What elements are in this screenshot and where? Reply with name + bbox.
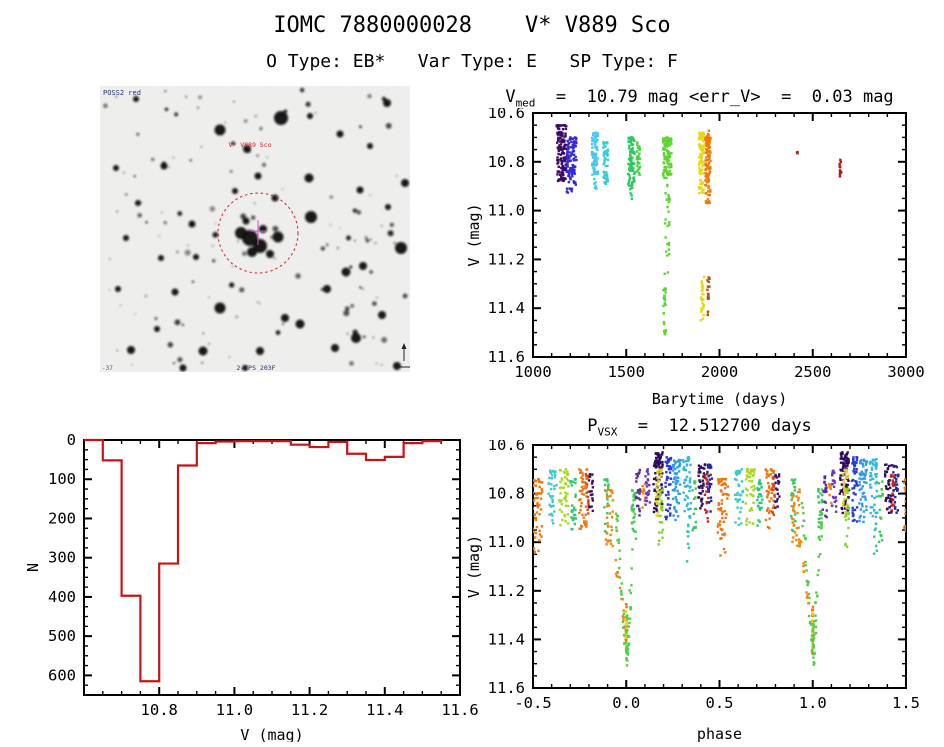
histogram-step-outline [84, 438, 443, 683]
axes: 10.8 11.0 11.2 11.4 11.6 0 100 200 300 400 500 600 V… [24, 431, 479, 742]
compass-icon [395, 343, 410, 368]
lightcurve-title-subscript: med [515, 96, 536, 110]
svg-text:11.6: 11.6 [441, 701, 478, 719]
svg-text:10.6: 10.6 [488, 440, 525, 454]
svg-text:0: 0 [67, 431, 76, 449]
svg-text:11.4: 11.4 [488, 630, 525, 648]
svg-text:11.4: 11.4 [366, 701, 403, 719]
svg-text:0.0: 0.0 [612, 694, 640, 712]
svg-text:2500: 2500 [794, 363, 831, 381]
svg-text:10.8: 10.8 [488, 485, 525, 503]
data-points-layer [533, 451, 906, 667]
coordinate-caption: -37 [102, 365, 113, 372]
axes: 1000 1500 2000 2500 3000 10.6 10.8 11.0 11.2 11.4… [465, 108, 925, 408]
svg-text:-0.5: -0.5 [514, 694, 551, 712]
svg-text:2000: 2000 [701, 363, 738, 381]
svg-text:300: 300 [48, 549, 76, 567]
svg-text:1.0: 1.0 [799, 694, 827, 712]
svg-text:10.8: 10.8 [488, 153, 525, 171]
svg-text:1000: 1000 [514, 363, 551, 381]
phase-folded-plot: -0.5 0.0 0.5 1.0 1.5 10.6 10.8 11.0 11.2 11.4 11.6… [465, 440, 920, 743]
svg-text:11.0: 11.0 [488, 202, 525, 220]
axes: -0.5 0.0 0.5 1.0 1.5 10.6 10.8 11.0 11.2 11.4 11.6… [465, 440, 920, 743]
svg-text:1500: 1500 [608, 363, 645, 381]
photometric-aperture-circle [217, 192, 299, 274]
lightcurve-plot: 1000 1500 2000 2500 3000 10.6 10.8 11.0 11.2 11.4… [465, 108, 925, 408]
phase-title-text: = 12.512700 days [617, 416, 812, 436]
x-axis-label: phase [697, 725, 742, 743]
phase-title-symbol: P [587, 416, 598, 436]
page-subtitle: O Type: EB* Var Type: E SP Type: F [266, 51, 678, 72]
svg-text:11.4: 11.4 [488, 299, 525, 317]
svg-text:3000: 3000 [887, 363, 924, 381]
lightcurve-title-symbol: V [505, 87, 516, 107]
magnitude-histogram-plot: 10.8 11.0 11.2 11.4 11.6 0 100 200 300 400 500 600 V… [24, 431, 479, 742]
svg-text:11.0: 11.0 [216, 701, 253, 719]
svg-text:200: 200 [48, 509, 76, 527]
stars-layer [103, 87, 409, 372]
svg-text:500: 500 [48, 627, 76, 645]
y-axis-label: N [24, 563, 42, 572]
y-axis-label: V (mag) [465, 203, 483, 266]
survey-caption: POSS2 red [103, 89, 141, 97]
lightcurve-title: Vmed = 10.79 mag <err_V> = 0.03 mag [455, 87, 944, 109]
sky-noise [100, 86, 410, 372]
data-points-layer [555, 124, 843, 336]
svg-text:11.0: 11.0 [488, 533, 525, 551]
page-title: IOMC 7880000028 V* V889 Sco [273, 13, 671, 38]
x-axis-label: V (mag) [240, 726, 303, 742]
svg-text:600: 600 [48, 666, 76, 684]
x-axis-label: Barytime (days) [652, 390, 787, 408]
plate-caption: 2-IPS 203F [236, 364, 275, 372]
svg-text:1.5: 1.5 [892, 694, 920, 712]
finding-chart-image: POSS2 red V* V889 Sco 2-IPS 203F -37 [100, 86, 410, 372]
svg-text:400: 400 [48, 588, 76, 606]
svg-text:100: 100 [48, 470, 76, 488]
phase-plot-title: PVSX = 12.512700 days [455, 416, 944, 438]
y-axis-label: V (mag) [465, 535, 483, 598]
svg-text:11.6: 11.6 [488, 348, 525, 366]
svg-text:11.2: 11.2 [488, 250, 525, 268]
phase-title-subscript: VSX [597, 425, 618, 439]
svg-text:0.5: 0.5 [706, 694, 734, 712]
svg-text:10.8: 10.8 [141, 701, 178, 719]
svg-text:11.6: 11.6 [488, 679, 525, 697]
svg-text:11.2: 11.2 [488, 582, 525, 600]
target-name-label: V* V889 Sco [228, 141, 271, 149]
lightcurve-title-text: = 10.79 mag <err_V> = 0.03 mag [535, 87, 894, 107]
svg-text:10.6: 10.6 [488, 108, 525, 122]
svg-text:11.2: 11.2 [291, 701, 328, 719]
